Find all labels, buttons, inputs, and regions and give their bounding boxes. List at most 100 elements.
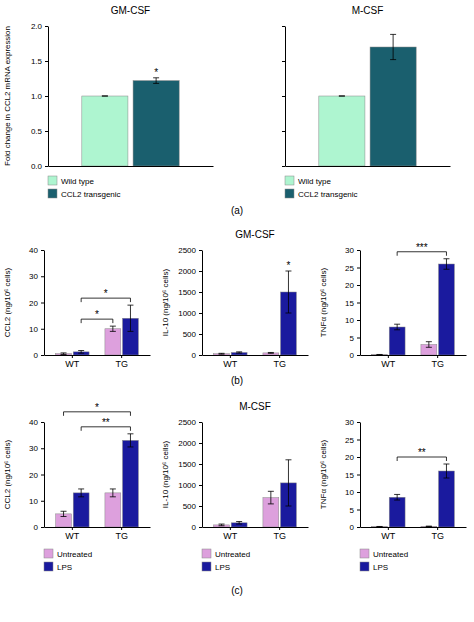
x-axis [49,166,214,167]
error-bar [426,526,432,527]
legend-label: Untreated [215,550,250,559]
y-tick-mark [282,61,285,62]
error-bar [127,434,133,447]
marks [214,271,297,355]
bar [263,353,279,355]
y-tick: 25 [345,264,360,273]
x-tick-mark [72,355,73,358]
y-tick: 1500 [178,460,202,469]
error-bar [268,491,274,504]
y-tick: 15 [345,471,360,480]
marks [56,434,139,527]
bar [439,264,455,355]
y-axis-line [48,27,49,167]
y-tick: 2000 [178,267,202,276]
y-tick: 0 [350,351,360,360]
chart-title: GM-CSF [111,5,150,16]
annotations: *** [64,402,131,431]
y-tick: 2500 [178,246,202,255]
legend-label: Untreated [373,550,408,559]
error-bar [78,489,84,497]
y-tick: 10 [345,488,360,497]
y-tick-mark [199,355,202,356]
y-tick-label: 500 [183,330,197,339]
y-tick-mark [357,338,360,339]
y-tick-mark [45,26,48,27]
y-tick: 25 [345,436,360,445]
y-tick-label: 10 [29,325,38,334]
x-tick-mark [121,527,122,530]
y-tick-mark [199,271,202,272]
y-tick: 20 [29,471,44,480]
y-tick: 10 [29,325,44,334]
y-axis-line [202,251,203,356]
y-tick-mark [282,96,285,97]
y-tick [282,26,285,27]
y-tick: 0 [192,351,202,360]
y-tick-label: 2500 [178,418,196,427]
bar [214,525,230,527]
legend-item: Untreated [202,549,250,559]
y-tick-mark [357,285,360,286]
y-tick-label: 0 [34,351,39,360]
bar [73,493,89,527]
x-tick-label: WT [223,531,237,541]
marks [319,34,416,166]
y-tick: 30 [29,444,44,453]
bar [389,327,405,355]
y-tick: 0.5 [31,127,48,136]
y-tick-label: 30 [29,272,38,281]
x-tick-mark [388,527,389,530]
x-tick-mark [121,355,122,358]
y-tick-label: 1500 [178,460,196,469]
y-tick: 2.0 [31,22,48,31]
error-bar [236,352,242,353]
y-tick-label: 15 [345,299,354,308]
y-tick-label: 1500 [178,288,196,297]
legend: Wild typeCCL2 transgenic [285,176,358,199]
x-axis: WT TG [45,355,151,369]
error-bar [236,522,242,525]
y-tick-label: 5 [350,334,355,343]
y-tick: 20 [345,453,360,462]
legend: Wild typeCCL2 transgenic [48,176,121,199]
marks [56,305,139,355]
bar [133,81,179,166]
y-tick-label: 25 [345,436,354,445]
x-tick-label: WT [65,531,79,541]
error-bar [339,96,345,97]
x-tick-label: WT [381,531,395,541]
y-tick-mark [199,250,202,251]
y-tick: 40 [29,418,44,427]
x-tick: WT [381,527,395,541]
y-tick: 1000 [178,309,202,318]
significance-label: ** [418,447,426,458]
x-tick-label: WT [223,359,237,369]
error-bar [61,511,67,516]
y-tick: 5 [350,334,360,343]
error-bar [110,326,116,331]
legend-swatch [202,549,211,558]
y-tick-mark [41,329,44,330]
panel: 051015202530WTTGTNFα (ng/10⁶ cells)*** [319,242,467,370]
y-tick-label: 0 [34,523,39,532]
x-tick: TG [431,527,444,541]
significance-label: * [104,288,108,299]
bar [105,493,121,527]
legend-swatch [48,189,57,198]
x-tick: WT [65,355,79,369]
y-tick-mark [357,510,360,511]
x-axis-line [361,355,467,356]
bar [372,526,388,527]
x-tick: WT [223,527,237,541]
y-tick-mark [199,422,202,423]
y-tick-label: 40 [29,418,38,427]
chart-svg: 0.00.51.01.52.0GM-CSFFold change in CCL2… [0,0,474,622]
panel: M-CSFWild typeCCL2 transgenic [282,5,451,199]
y-tick-label: 30 [345,418,354,427]
error-bar [426,342,432,348]
x-tick-label: TG [115,359,128,369]
x-tick: WT [381,355,395,369]
y-tick-mark [357,303,360,304]
legend-label: Wild type [61,177,94,186]
